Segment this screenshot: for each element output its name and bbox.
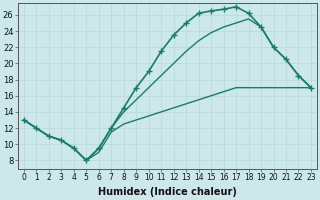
X-axis label: Humidex (Indice chaleur): Humidex (Indice chaleur) bbox=[98, 187, 237, 197]
